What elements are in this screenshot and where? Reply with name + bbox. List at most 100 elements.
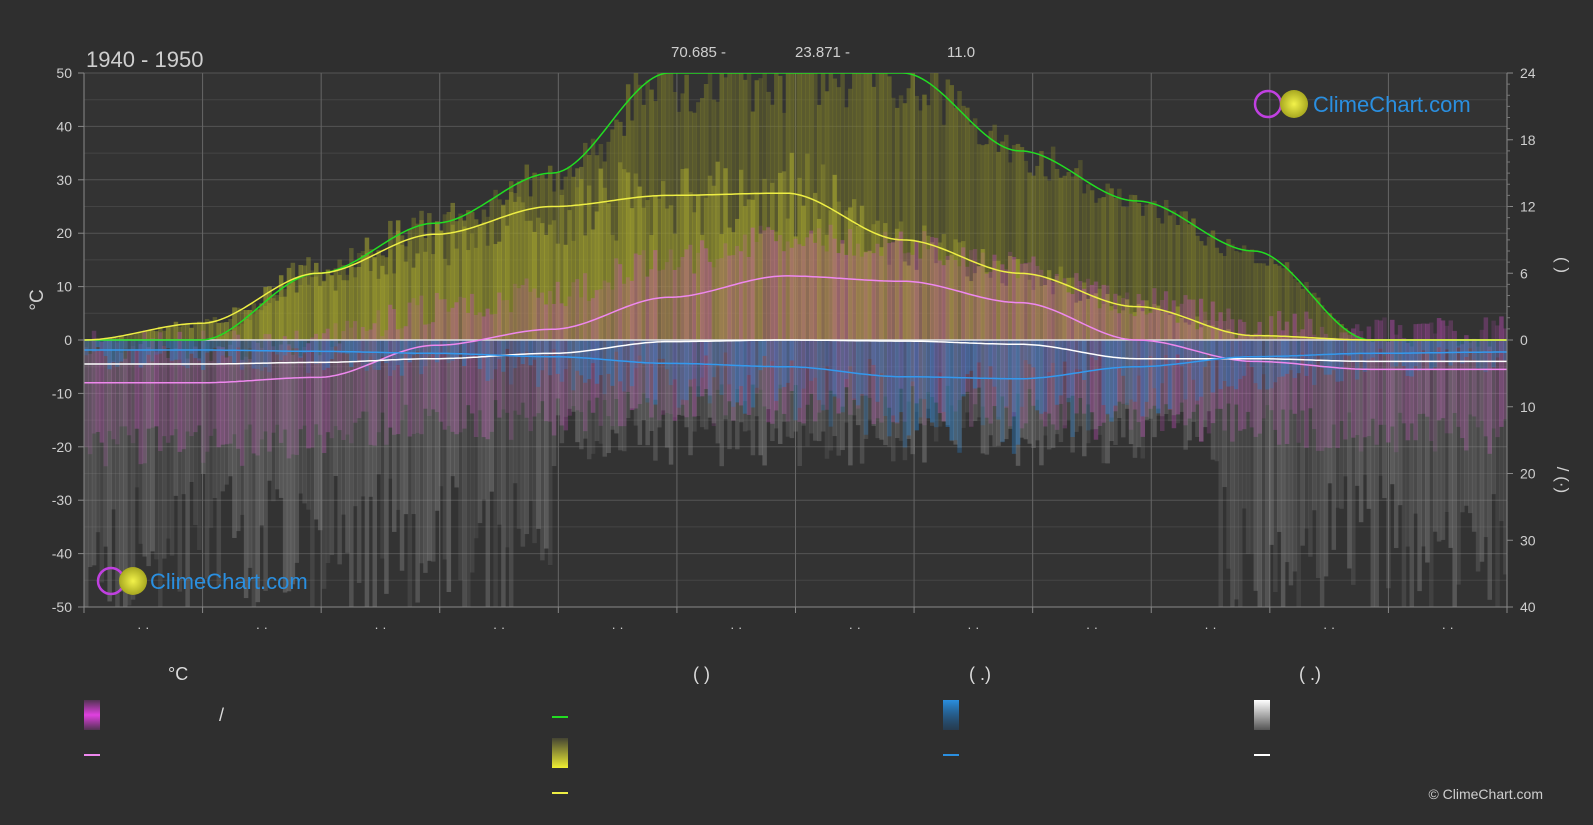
snow-bar (341, 340, 346, 515)
sunshine-bar (306, 257, 311, 340)
rain-bar (1382, 340, 1387, 356)
snow-bar (1292, 340, 1298, 572)
snow-bar (1167, 340, 1173, 422)
daylight-bar (224, 332, 229, 340)
daylight-bar (212, 338, 218, 340)
rain-bar (247, 340, 253, 349)
daylight-bar (1109, 188, 1114, 340)
snow-bar (867, 340, 873, 420)
snow-bar (1253, 340, 1259, 591)
snow-bar (306, 340, 311, 510)
rain-bar (547, 340, 553, 376)
rain-bar (200, 340, 206, 370)
rain-bar (649, 340, 654, 363)
snow-bar (1460, 340, 1465, 513)
temp-range-bar (1015, 278, 1021, 394)
sunshine-bar (910, 239, 916, 340)
daylight-bar (988, 130, 993, 340)
temp-range-bar (1351, 328, 1356, 438)
temp-range-bar (1019, 263, 1025, 429)
temp-range-bar (918, 258, 923, 399)
temp-range-bar (1101, 284, 1107, 423)
temp-range-bar (275, 351, 280, 425)
sunshine-bar (454, 248, 459, 340)
rain-bar (1113, 340, 1118, 406)
rain-bar (781, 340, 787, 387)
rain-bar (325, 340, 331, 368)
sunshine-bar (520, 202, 526, 340)
snow-bar (1471, 340, 1477, 532)
tick-label-bottom: · · (967, 620, 979, 635)
daylight-bar (887, 76, 892, 341)
rain-bar (403, 340, 409, 352)
sunshine-bar (1089, 295, 1095, 340)
snow-bar (992, 340, 997, 447)
sunshine-bar (216, 323, 222, 340)
snow-bar (738, 340, 744, 423)
rain-bar (1343, 340, 1348, 356)
rain-bar (871, 340, 877, 365)
daylight-bar (430, 236, 436, 340)
sunshine-bar (762, 178, 767, 340)
daylight-bar (742, 79, 748, 340)
rain-bar (1031, 340, 1036, 368)
snow-bar (657, 340, 662, 428)
rain-bar (664, 340, 670, 370)
sunshine-bar (1144, 300, 1149, 340)
sunshine-bar (1019, 273, 1025, 340)
daylight-bar (353, 267, 358, 340)
temp-range-bar (645, 276, 650, 399)
snow-bar (1417, 340, 1422, 592)
snow-bar (949, 340, 954, 442)
temp-range-bar (1097, 308, 1103, 427)
sunshine-bar (532, 231, 537, 340)
snow-bar (411, 340, 416, 515)
temp-range-bar (146, 347, 151, 429)
sunshine-bar (290, 262, 296, 340)
snow-bar (380, 340, 385, 559)
sunshine-bar (1043, 285, 1048, 340)
sunshine-bar (894, 228, 900, 340)
rain-bar (785, 340, 791, 383)
temp-range-bar (154, 351, 159, 427)
temp-range-bar (247, 359, 253, 425)
rain-bar (1327, 340, 1333, 375)
rain-bar (1452, 340, 1457, 361)
sunshine-bar (902, 261, 908, 340)
snow-bar (1035, 340, 1040, 441)
daylight-bar (489, 220, 494, 340)
daylight-bar (875, 73, 880, 340)
rain-bar (1230, 340, 1235, 387)
sunshine-bar (832, 174, 838, 340)
sunshine-bar (1284, 337, 1290, 340)
sunshine-bar (469, 233, 475, 340)
daylight-bar (317, 271, 323, 340)
rain-bar (1218, 340, 1223, 390)
temp-range-bar (688, 244, 693, 387)
sunshine-bar (750, 199, 756, 340)
daylight-bar (793, 73, 799, 340)
sunshine-bar (1237, 333, 1243, 340)
rain-bar (469, 340, 475, 357)
daylight-bar (1163, 199, 1169, 340)
temp-range-bar (887, 243, 892, 408)
rain-bar (637, 340, 643, 356)
rain-bar (883, 340, 888, 416)
temp-range-bar (259, 347, 264, 440)
temp-range-bar (111, 360, 116, 440)
rain-bar (1078, 340, 1083, 370)
temp-range-bar (750, 227, 756, 385)
rain-bar (122, 340, 128, 349)
rain-bar (103, 340, 108, 356)
sunshine-bar (489, 199, 494, 340)
daylight-bar (255, 309, 261, 340)
snow-bar (1023, 340, 1029, 440)
series-line-sunshine (84, 192, 1507, 341)
temp-range-bar (1004, 269, 1009, 408)
daylight-bar (1195, 235, 1200, 340)
sunshine-bar (122, 336, 128, 340)
snow-bar (1479, 340, 1485, 562)
snow-bar (1214, 340, 1220, 462)
temp-range-bar (1234, 338, 1239, 405)
rain-bar (1300, 340, 1305, 353)
